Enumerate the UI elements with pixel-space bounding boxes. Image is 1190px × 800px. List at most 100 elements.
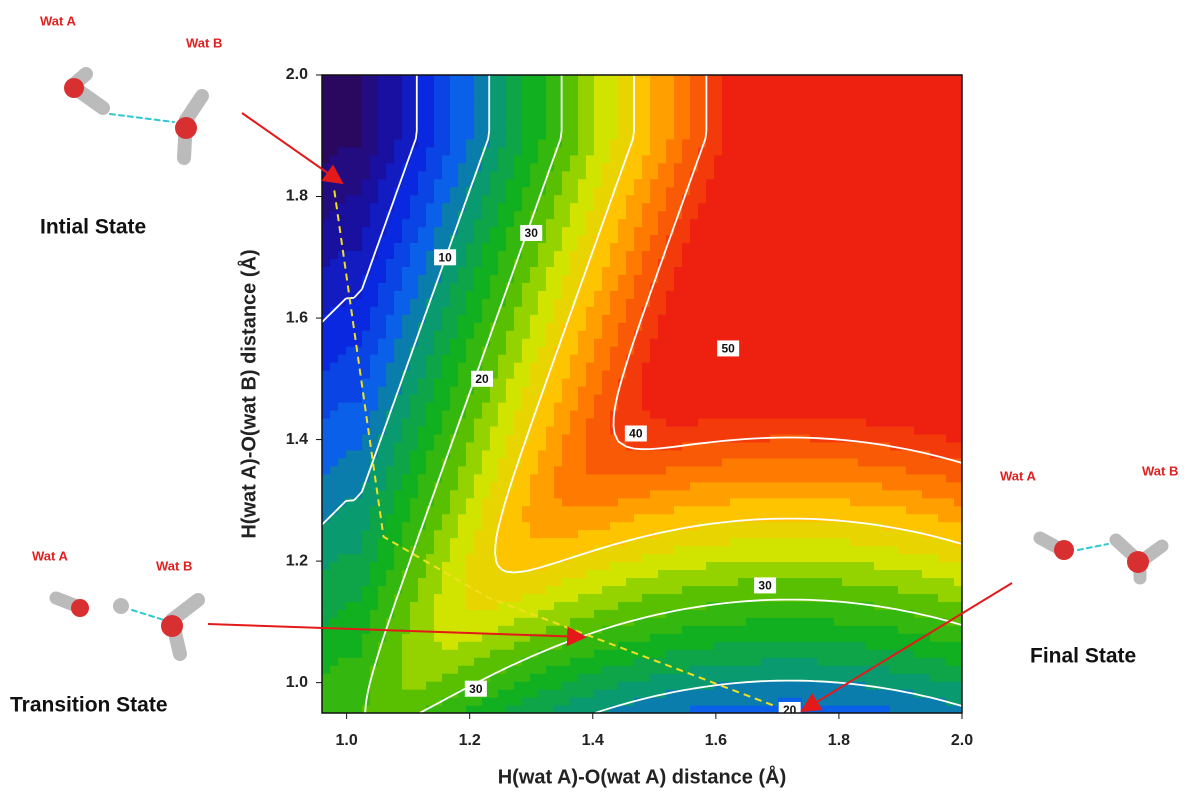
heat-cell [482,282,491,291]
heat-cell [674,410,683,419]
heat-cell [594,107,603,116]
heat-cell [682,609,691,618]
heat-cell [810,386,819,395]
heat-cell [322,609,331,618]
heat-cell [762,410,771,419]
heat-cell [514,211,523,220]
heat-cell [450,274,459,283]
heat-cell [786,458,795,467]
heat-cell [538,689,547,698]
heat-cell [810,211,819,220]
heat-cell [322,227,331,236]
heat-cell [762,195,771,204]
heat-cell [570,402,579,411]
heat-cell [354,179,363,188]
heat-cell [562,538,571,547]
heat-cell [466,107,475,116]
heat-cell [346,330,355,339]
heat-cell [738,211,747,220]
heat-cell [634,506,643,515]
heat-cell [346,306,355,315]
heat-cell [682,697,691,706]
heat-cell [546,554,555,563]
heat-cell [338,474,347,483]
heat-cell [778,83,787,92]
heat-cell [482,522,491,531]
heat-cell [570,362,579,371]
heat-cell [482,179,491,188]
heat-cell [770,346,779,355]
heat-cell [554,394,563,403]
heat-cell [786,609,795,618]
heat-cell [426,681,435,690]
heat-cell [354,458,363,467]
heat-cell [458,250,467,259]
heat-cell [594,657,603,666]
heat-cell [434,514,443,523]
heat-cell [706,633,715,642]
heat-cell [530,139,539,148]
heat-cell [570,681,579,690]
heat-cell [394,258,403,267]
heat-cell [458,482,467,491]
heat-cell [746,538,755,547]
heat-cell [442,418,451,427]
heat-cell [730,482,739,491]
heat-cell [562,617,571,626]
heat-cell [378,75,387,84]
heat-cell [586,378,595,387]
heat-cell [474,131,483,140]
heat-cell [554,601,563,610]
heat-cell [514,601,523,610]
heat-cell [754,569,763,578]
heat-cell [362,346,371,355]
heat-cell [514,426,523,435]
heat-cell [786,665,795,674]
heat-cell [610,609,619,618]
heat-cell [762,290,771,299]
heat-cell [626,601,635,610]
heat-cell [538,354,547,363]
heat-cell [458,187,467,196]
heat-cell [794,131,803,140]
heat-cell [770,99,779,108]
heat-cell [514,298,523,307]
heat-cell [698,474,707,483]
heat-cell [346,546,355,555]
heat-cell [658,203,667,212]
heat-cell [634,482,643,491]
heat-cell [666,585,675,594]
heat-cell [698,609,707,618]
heat-cell [498,482,507,491]
heat-cell [546,498,555,507]
heat-cell [762,139,771,148]
heat-cell [466,474,475,483]
heat-cell [650,450,659,459]
heat-cell [650,585,659,594]
heat-cell [482,490,491,499]
heat-cell [370,569,379,578]
heat-cell [626,554,635,563]
heat-cell [514,681,523,690]
heat-cell [586,538,595,547]
heat-cell [570,649,579,658]
heat-cell [722,546,731,555]
heat-cell [618,139,627,148]
heat-cell [450,163,459,172]
heat-cell [362,330,371,339]
heat-cell [722,458,731,467]
heat-cell [682,155,691,164]
heat-cell [474,569,483,578]
heat-cell [482,665,491,674]
heat-cell [714,402,723,411]
heat-cell [738,306,747,315]
heat-cell [770,354,779,363]
heat-cell [794,107,803,116]
heat-cell [466,673,475,682]
heat-cell [714,123,723,132]
heat-cell [746,585,755,594]
heat-cell [514,131,523,140]
heat-cell [562,402,571,411]
heat-cell [346,99,355,108]
heat-cell [458,107,467,116]
